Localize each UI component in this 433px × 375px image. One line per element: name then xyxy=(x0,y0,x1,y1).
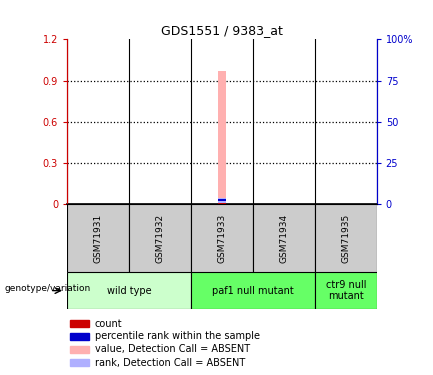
Text: rank, Detection Call = ABSENT: rank, Detection Call = ABSENT xyxy=(95,357,245,368)
Text: ctr9 null
mutant: ctr9 null mutant xyxy=(326,280,366,302)
Bar xyxy=(191,272,315,309)
Text: count: count xyxy=(95,319,123,328)
Text: GSM71932: GSM71932 xyxy=(155,214,165,262)
Bar xyxy=(70,333,89,340)
Text: value, Detection Call = ABSENT: value, Detection Call = ABSENT xyxy=(95,344,250,354)
Bar xyxy=(191,204,253,272)
Bar xyxy=(67,204,129,272)
Text: genotype/variation: genotype/variation xyxy=(4,284,90,293)
Bar xyxy=(253,204,315,272)
Text: percentile rank within the sample: percentile rank within the sample xyxy=(95,332,260,341)
Bar xyxy=(218,203,226,204)
Text: GSM71933: GSM71933 xyxy=(217,213,226,263)
Text: wild type: wild type xyxy=(107,286,152,296)
Bar xyxy=(70,346,89,352)
Bar xyxy=(70,320,89,327)
Text: GSM71931: GSM71931 xyxy=(94,213,103,263)
Bar xyxy=(218,71,226,204)
Bar xyxy=(218,199,226,201)
Text: GSM71935: GSM71935 xyxy=(341,213,350,263)
Bar xyxy=(218,198,226,204)
Bar xyxy=(70,359,89,366)
Bar xyxy=(315,204,377,272)
Bar xyxy=(67,272,191,309)
Bar xyxy=(129,204,191,272)
Text: GSM71934: GSM71934 xyxy=(279,214,288,262)
Text: paf1 null mutant: paf1 null mutant xyxy=(212,286,294,296)
Bar xyxy=(315,272,377,309)
Title: GDS1551 / 9383_at: GDS1551 / 9383_at xyxy=(161,24,283,37)
